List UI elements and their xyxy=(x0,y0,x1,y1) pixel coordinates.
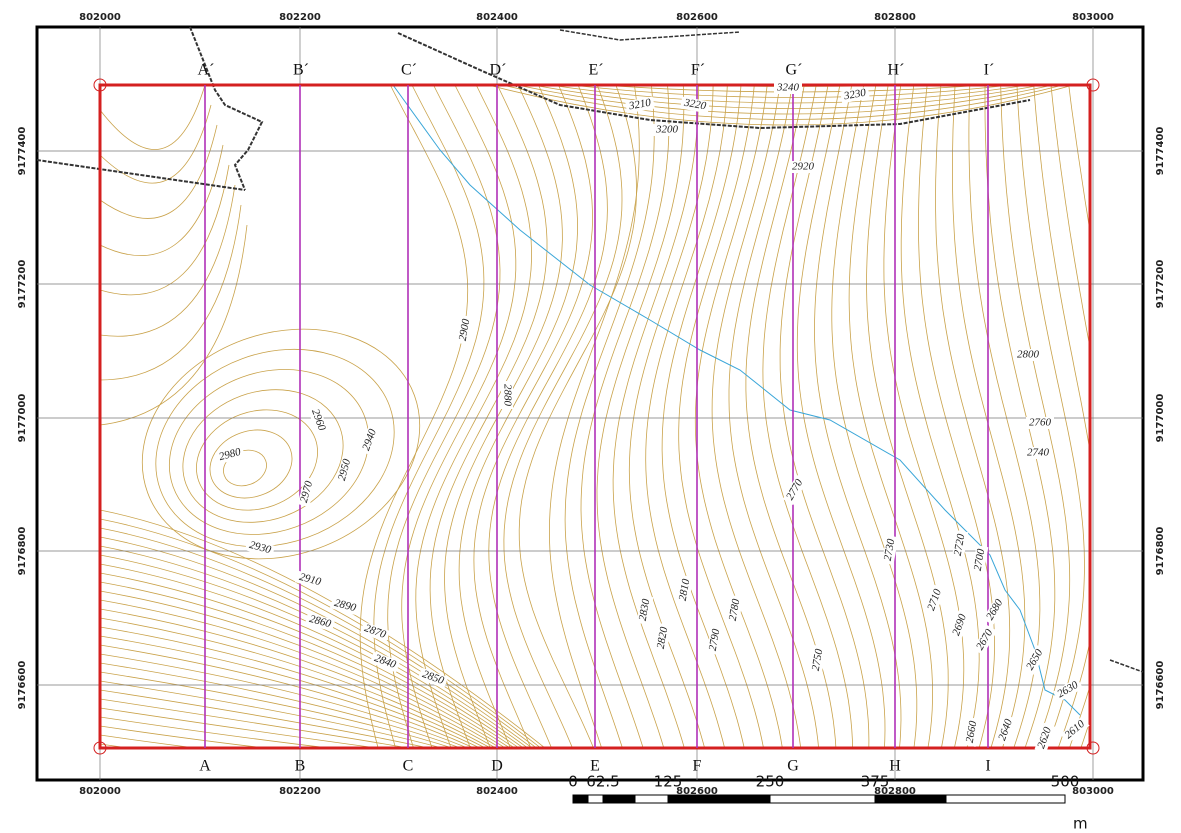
profile-start-label: D xyxy=(491,758,503,775)
profile-end-label: I´ xyxy=(984,62,995,79)
profile-end-label: G´ xyxy=(786,62,803,79)
y-coordinate: 9177200 xyxy=(17,260,28,309)
background xyxy=(0,0,1181,833)
x-coordinate: 803000 xyxy=(1072,12,1114,23)
profile-start-label: A xyxy=(199,758,211,775)
profile-start-label: C xyxy=(403,758,414,775)
contour-label: 2880 xyxy=(501,384,513,407)
y-coordinate: 9177000 xyxy=(17,394,28,443)
x-coordinate: 802200 xyxy=(279,12,321,23)
scale-segment xyxy=(875,795,946,803)
profile-start-label: I xyxy=(985,758,990,775)
y-coordinate: 9177000 xyxy=(1155,394,1166,443)
scale-label: 125 xyxy=(654,773,683,791)
contour-label: 3200 xyxy=(655,124,679,136)
scale-label: 250 xyxy=(756,773,785,791)
y-coordinate: 9176800 xyxy=(17,527,28,576)
y-coordinate: 9176600 xyxy=(17,661,28,710)
scale-label: 0 xyxy=(568,773,578,791)
scale-label: 375 xyxy=(861,773,890,791)
x-coordinate: 802600 xyxy=(676,12,718,23)
scale-unit: m xyxy=(1073,815,1088,833)
scale-segment xyxy=(573,795,588,803)
y-coordinate: 9176800 xyxy=(1155,527,1166,576)
profile-end-label: E´ xyxy=(588,62,603,79)
scale-segment xyxy=(946,795,1065,803)
profile-end-label: D´ xyxy=(490,62,507,79)
y-coordinate: 9177400 xyxy=(17,127,28,176)
profile-start-label: G xyxy=(787,758,799,775)
y-coordinate: 9177200 xyxy=(1155,260,1166,309)
profile-end-label: B´ xyxy=(293,62,309,79)
profile-end-label: H´ xyxy=(888,62,905,79)
profile-start-label: F xyxy=(693,758,702,775)
contour-label: 2760 xyxy=(1029,417,1052,429)
scale-segment xyxy=(770,795,875,803)
scale-label: 500 xyxy=(1051,773,1080,791)
x-coordinate: 802400 xyxy=(476,12,518,23)
profile-end-label: F´ xyxy=(691,62,705,79)
x-coordinate: 802800 xyxy=(874,12,916,23)
contour-label: 3240 xyxy=(776,82,800,94)
contour-label: 2740 xyxy=(1027,447,1050,459)
profile-start-label: H xyxy=(889,758,901,775)
y-coordinate: 9177400 xyxy=(1155,127,1166,176)
profile-start-label: B xyxy=(295,758,306,775)
y-coordinate: 9176600 xyxy=(1155,661,1166,710)
contour-label: 2920 xyxy=(792,161,815,173)
scale-segment xyxy=(668,795,770,803)
x-coordinate: 802000 xyxy=(79,786,121,797)
scale-segment xyxy=(603,795,635,803)
scale-segment xyxy=(635,795,668,803)
scale-segment xyxy=(588,795,603,803)
scale-label: 62.5 xyxy=(586,773,619,791)
x-coordinate: 802200 xyxy=(279,786,321,797)
x-coordinate: 802000 xyxy=(79,12,121,23)
profile-end-label: A´ xyxy=(198,62,215,79)
map: AA´BB´CC´DD´EE´FF´GG´HH´II´8020008020008… xyxy=(0,0,1181,833)
profile-end-label: C´ xyxy=(401,62,417,79)
x-coordinate: 802400 xyxy=(476,786,518,797)
contour-label: 2800 xyxy=(1017,349,1040,361)
